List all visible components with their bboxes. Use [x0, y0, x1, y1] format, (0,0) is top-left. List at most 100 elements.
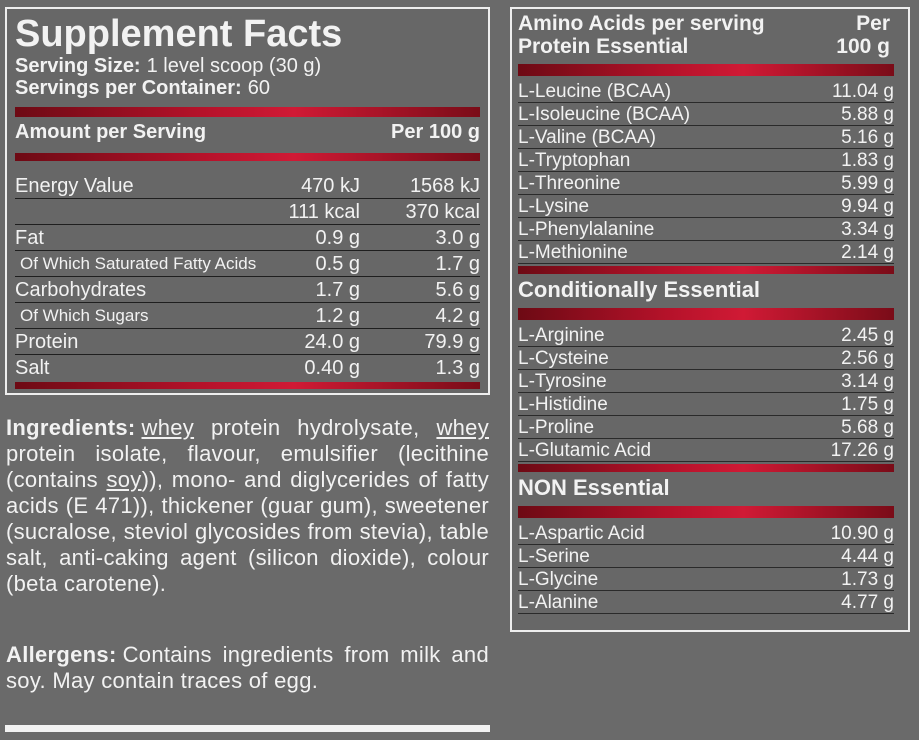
header-line: Amino Acids per serving — [518, 12, 765, 35]
nutrition-row: Of Which Saturated Fatty Acids 0.5 g 1.7 g — [15, 251, 480, 277]
nutrient-label: Fat — [15, 227, 44, 249]
serving-amount: 0.5 g — [315, 253, 360, 275]
serving-amount: 1.2 g — [315, 305, 360, 327]
supplement-facts-panel: Supplement Facts Serving Size: 1 level sco… — [5, 7, 490, 395]
nutrition-row: Of Which Sugars 1.2 g 4.2 g — [15, 303, 480, 329]
nutrient-label — [15, 199, 260, 224]
per-100g-amount: 79.9 g — [424, 331, 480, 353]
amino-amount: 5.99 g — [841, 173, 894, 194]
column-line: Per — [856, 12, 890, 35]
column-title: Amount per Serving — [15, 121, 207, 143]
allergens-label: Allergens: — [6, 642, 117, 667]
serving-line: Serving Size: 1 level scoop (30 g) — [15, 55, 480, 77]
section-title: Conditionally Essential — [518, 277, 761, 302]
amino-name: L-Glycine — [518, 569, 599, 590]
amino-row: L-Lysine 9.94 g — [518, 195, 894, 218]
per-100g-amount: 1.3 g — [435, 357, 480, 379]
amino-name: L-Threonine — [518, 173, 621, 194]
amino-amount: 2.14 g — [841, 242, 894, 263]
amino-row: L-Tryptophan 1.83 g — [518, 149, 894, 172]
divider — [5, 725, 490, 732]
serving-value: 60 — [247, 77, 270, 99]
ingredients-text: whey — [141, 415, 195, 440]
red-bar — [518, 506, 894, 518]
amino-row: L-Serine 4.44 g — [518, 545, 894, 568]
amino-row: L-Valine (BCAA) 5.16 g — [518, 126, 894, 149]
amino-row: L-Glutamic Acid 17.26 g — [518, 439, 894, 462]
amino-amount: 4.44 g — [841, 546, 894, 567]
amino-row: L-Methionine 2.14 g — [518, 241, 894, 264]
nutrition-row: Energy Value 470 kJ 1568 kJ — [15, 173, 480, 199]
per-100g-amount: 1.7 g — [435, 253, 480, 275]
column-line: 100 g — [836, 35, 890, 58]
red-bar — [15, 382, 480, 389]
amino-name: L-Cysteine — [518, 348, 609, 369]
amino-name: L-Isoleucine (BCAA) — [518, 104, 691, 125]
nutrition-row: Protein 24.0 g 79.9 g — [15, 329, 480, 355]
red-bar — [518, 64, 894, 76]
column-header: Amount per Serving Per 100 g — [15, 117, 480, 147]
amino-name: L-Glutamic Acid — [518, 440, 652, 461]
amino-name: L-Proline — [518, 417, 595, 438]
ingredients: Ingredients: whey protein hydrolysate, wh… — [6, 415, 489, 597]
serving-label: Servings per Container: — [15, 77, 242, 99]
nutrition-row: Fat 0.9 g 3.0 g — [15, 225, 480, 251]
nutrient-label: Protein — [15, 331, 79, 353]
title: Supplement Facts — [15, 13, 343, 55]
per-100g-amount: 3.0 g — [435, 227, 480, 249]
ingredients-text: protein hydrolysate, — [194, 415, 437, 440]
amino-acids-panel: Amino Acids per serving Protein Essential… — [510, 7, 910, 632]
red-bar — [518, 266, 894, 274]
nutrient-label: Of Which Saturated Fatty Acids — [20, 254, 257, 273]
amino-row: L-Histidine 1.75 g — [518, 393, 894, 416]
red-bar — [15, 107, 480, 117]
amino-amount: 5.88 g — [841, 104, 894, 125]
amino-row: L-Proline 5.68 g — [518, 416, 894, 439]
nutrient-label: Salt — [15, 357, 50, 379]
amino-row: L-Aspartic Acid 10.90 g — [518, 522, 894, 545]
amino-name: L-Serine — [518, 546, 590, 567]
per-100g-amount: 370 kcal — [405, 201, 481, 223]
amino-name: L-Phenylalanine — [518, 219, 655, 240]
amino-amount: 2.45 g — [841, 325, 894, 346]
section-title: NON Essential — [518, 475, 670, 500]
nutrient-label: Energy Value — [15, 175, 134, 197]
amino-row: L-Glycine 1.73 g — [518, 568, 894, 591]
amino-name: L-Lysine — [518, 196, 590, 217]
amino-name: L-Arginine — [518, 325, 605, 346]
nutrition-row: Carbohydrates 1.7 g 5.6 g — [15, 277, 480, 303]
serving-amount: 470 kJ — [301, 175, 360, 197]
ingredients-text: )), mono- and diglycerides of fatty acid… — [6, 467, 489, 596]
amino-header: Amino Acids per serving Protein Essential… — [518, 12, 894, 58]
amino-list: L-Arginine 2.45 g L-Cysteine 2.56 g L-Tyrosi… — [518, 324, 894, 462]
amino-amount: 4.77 g — [841, 592, 894, 613]
amino-amount: 10.90 g — [830, 523, 894, 544]
amino-name: L-Alanine — [518, 592, 599, 613]
amino-name: L-Leucine (BCAA) — [518, 81, 672, 102]
amino-amount: 11.04 g — [832, 81, 894, 102]
amino-amount: 2.56 g — [841, 348, 894, 369]
serving-amount: 24.0 g — [304, 331, 360, 353]
amino-row: L-Threonine 5.99 g — [518, 172, 894, 195]
red-bar — [15, 153, 480, 161]
per-100g-amount: 4.2 g — [435, 305, 480, 327]
amino-amount: 1.75 g — [841, 394, 894, 415]
allergens-text: Contains ingredients from milk and soy. … — [6, 642, 489, 693]
amino-amount: 3.34 g — [841, 219, 894, 240]
nutrition-row: Salt 0.40 g 1.3 g — [15, 355, 480, 381]
ingredients-text: protein isolate, flavour, emulsifier (le… — [6, 441, 489, 492]
column-title: Per 100 g — [391, 121, 480, 143]
serving-line: Servings per Container: 60 — [15, 77, 480, 99]
serving-value: 1 level scoop (30 g) — [146, 55, 322, 77]
amino-amount: 9.94 g — [841, 196, 894, 217]
serving-label: Serving Size: — [15, 55, 141, 77]
nutrition-rows: Energy Value 470 kJ 1568 kJ 111 kcal 370 kca… — [15, 173, 480, 381]
amino-amount: 1.83 g — [841, 150, 894, 171]
amino-name: L-Valine (BCAA) — [518, 127, 656, 148]
per-100g-amount: 5.6 g — [435, 279, 480, 301]
amino-row: L-Alanine 4.77 g — [518, 591, 894, 614]
amino-name: L-Methionine — [518, 242, 628, 263]
amino-row: L-Arginine 2.45 g — [518, 324, 894, 347]
serving-amount: 111 kcal — [288, 201, 360, 223]
